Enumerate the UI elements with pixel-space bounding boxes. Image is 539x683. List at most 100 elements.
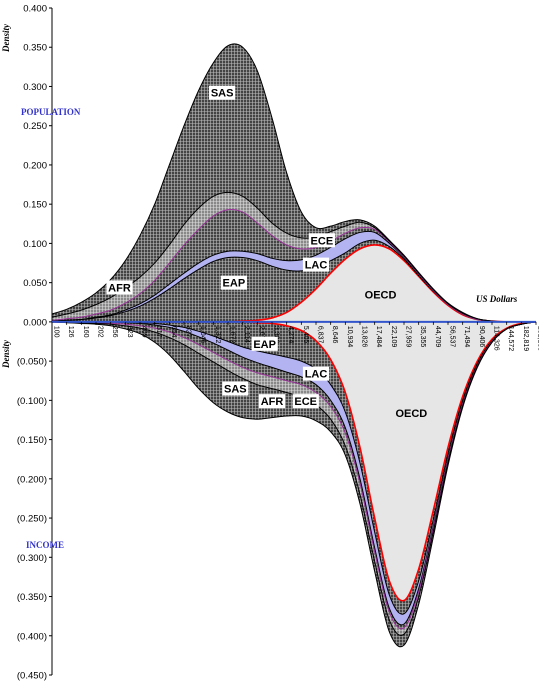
region-label-box <box>220 275 247 290</box>
region-label-box <box>106 280 133 295</box>
population-label-afr: AFR <box>106 280 133 295</box>
population-label-lac: LAC <box>302 257 330 272</box>
population-line-eap <box>51 208 536 323</box>
region-label-text: OECD <box>365 289 397 301</box>
x-tick-label: 409 <box>141 326 148 338</box>
population-panel-label: POPULATION <box>21 107 81 117</box>
x-tick-label: 35,355 <box>419 326 426 348</box>
income-panel-label: INCOME <box>26 540 64 550</box>
y-tick-label: (0.450) <box>17 671 47 682</box>
x-tick-label: 44,709 <box>434 326 441 348</box>
x-tick-label: 323 <box>126 326 133 338</box>
income-area-afr <box>52 321 536 636</box>
region-label-text: ECE <box>294 396 317 408</box>
income-label-lac: LAC <box>302 366 330 381</box>
x-tick-label: 5,405 <box>302 326 309 344</box>
population-label-sas: SAS <box>209 85 236 100</box>
region-label-text: SAS <box>224 384 247 396</box>
x-axis-label: US Dollars <box>476 294 518 304</box>
y-tick-label: 0.000 <box>23 317 47 328</box>
income-label-eap: EAP <box>251 336 278 351</box>
x-tick-label: 8,646 <box>331 326 338 344</box>
income-label-afr: AFR <box>258 394 286 409</box>
x-tick-label: 6,837 <box>317 326 324 344</box>
region-label-text: ECE <box>311 235 334 247</box>
population-line-sas <box>51 43 536 323</box>
region-label-box <box>251 336 278 351</box>
income-label-ece: ECE <box>292 394 319 409</box>
y-tick-label: 0.300 <box>23 82 47 93</box>
x-tick-label: 827 <box>185 326 192 338</box>
x-tick-label: 231,185 <box>537 326 539 351</box>
y-tick-label: 0.150 <box>23 200 47 211</box>
x-tick-label: 90,406 <box>478 326 485 348</box>
region-label-box <box>209 85 236 100</box>
population-label-eap: EAP <box>220 275 247 290</box>
population-area-sas <box>52 43 536 322</box>
y-tick-label: 0.200 <box>23 160 47 171</box>
x-tick-label: 10,934 <box>346 326 353 348</box>
x-tick-label: 182,819 <box>522 326 529 351</box>
x-tick-label: 126 <box>67 326 74 338</box>
population-line-afr <box>51 191 536 323</box>
x-tick-label: 160 <box>82 326 89 338</box>
x-tick-label: 1,322 <box>214 326 221 344</box>
y-tick-label: 0.050 <box>23 278 47 289</box>
income-label-sas: SAS <box>222 381 249 396</box>
y-tick-label: 0.400 <box>23 4 47 15</box>
region-label-text: EAP <box>253 339 276 351</box>
x-tick-label: 144,572 <box>507 326 514 351</box>
x-tick-label: 22,109 <box>390 326 397 348</box>
x-tick-label: 71,494 <box>463 326 470 348</box>
x-tick-label: 3,380 <box>273 326 280 344</box>
chart-axes: 0.400 0.350 0.300 0.250 0.200 0.150 0.100 0.050… <box>17 4 539 682</box>
x-tick-label: 4,274 <box>287 326 294 344</box>
income-area-oecd <box>52 321 536 601</box>
x-tick-label: 517 <box>155 326 162 338</box>
population-label-ece: ECE <box>308 233 335 248</box>
region-label-text: SAS <box>211 88 234 100</box>
y-tick-label: (0.050) <box>17 357 47 368</box>
region-label-box <box>308 233 335 248</box>
income-line-eap <box>52 321 537 630</box>
density-areas <box>51 43 537 648</box>
y-tick-label: 0.250 <box>23 121 47 132</box>
y-tick-label: 0.350 <box>23 43 47 54</box>
x-tick-label: 1,046 <box>199 326 206 344</box>
x-tick-label: 654 <box>170 326 177 338</box>
region-label-box <box>258 394 286 409</box>
population-area-ece <box>52 240 536 322</box>
y-tick-label: (0.250) <box>17 514 47 525</box>
y-axis-label-bottom: Density <box>1 339 11 369</box>
y-tick-label: (0.400) <box>17 631 47 642</box>
x-tick-label: 17,484 <box>375 326 382 348</box>
region-label-box <box>292 394 319 409</box>
y-tick-label: (0.100) <box>17 396 47 407</box>
y-tick-label: (0.150) <box>17 435 47 446</box>
region-label-text: EAP <box>223 278 246 290</box>
x-tick-label: 256 <box>111 326 118 338</box>
x-tick-label: 2,114 <box>243 326 250 343</box>
region-label-text: LAC <box>305 369 328 381</box>
x-tick-label: 100 <box>53 326 60 338</box>
region-labels: SAS ECE LAC EAP AFR OECD EAP LAC SAS AFR ECE OECD <box>106 85 427 420</box>
region-label-text: OECD <box>395 408 427 420</box>
region-label-box <box>302 257 330 272</box>
x-tick-label: 56,537 <box>449 326 456 348</box>
income-label-oecd: OECD <box>395 408 427 420</box>
population-area-oecd <box>52 244 536 322</box>
y-tick-label: (0.350) <box>17 592 47 603</box>
region-label-box <box>302 366 330 381</box>
region-label-box <box>222 381 249 396</box>
y-tick-label: (0.200) <box>17 474 47 485</box>
x-tick-label: 27,959 <box>405 326 412 348</box>
y-axis-label-top: Density <box>1 23 11 53</box>
region-label-text: AFR <box>108 282 131 294</box>
x-tick-label: 2,673 <box>258 326 265 344</box>
y-tick-label: (0.300) <box>17 553 47 564</box>
x-tick-label: 1,672 <box>229 326 236 344</box>
income-line-sas <box>51 321 537 648</box>
population-label-oecd: OECD <box>365 289 397 301</box>
x-tick-label: 13,826 <box>361 326 368 348</box>
